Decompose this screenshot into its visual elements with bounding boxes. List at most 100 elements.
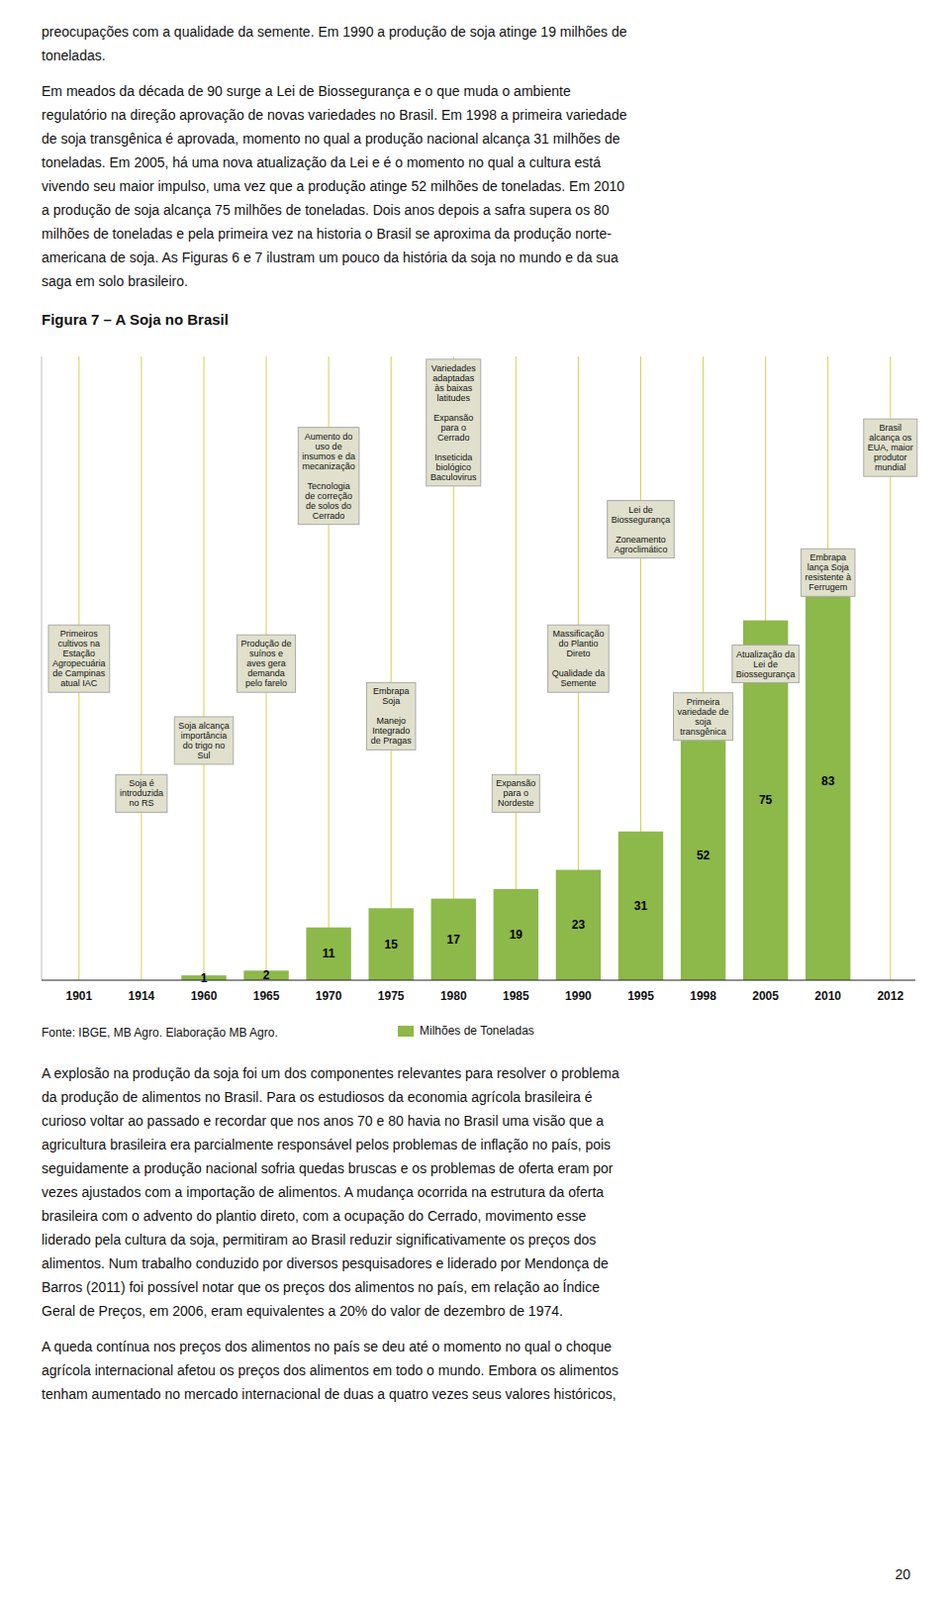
annotation-line: aves gera bbox=[246, 658, 286, 668]
x-tick-label: 2010 bbox=[814, 988, 842, 1003]
bar bbox=[556, 869, 601, 980]
grid bbox=[79, 356, 891, 980]
paragraph: A queda contínua nos preços dos alimento… bbox=[41, 1333, 923, 1406]
text-line: brasileira com o advento do plantio dire… bbox=[41, 1203, 923, 1228]
annotation-line: no RS bbox=[128, 797, 154, 808]
annotation-text: Variedadesadaptadasàs baixaslatitudesExp… bbox=[430, 363, 477, 482]
annotation-text: Lei deBiossegurançaZoneamentoAgroclimáti… bbox=[611, 504, 671, 555]
annotation-line: Lei de bbox=[753, 659, 778, 669]
annotation-text: Expansãopara oNordeste bbox=[495, 777, 536, 808]
data-label: 19 bbox=[509, 927, 524, 942]
legend-swatch bbox=[397, 1025, 414, 1037]
bar bbox=[431, 898, 476, 980]
x-tick-label: 2012 bbox=[876, 988, 904, 1003]
text-line: liderado pela cultura da soja, permitira… bbox=[41, 1227, 923, 1251]
data-label: 1 bbox=[200, 970, 208, 985]
paragraph: preocupações com a qualidade da semente.… bbox=[41, 19, 923, 68]
x-tick-label: 1975 bbox=[378, 988, 405, 1003]
text-line: Barros (2011) foi possível notar que os … bbox=[41, 1274, 923, 1299]
annotation-line: Biossegurança bbox=[611, 514, 671, 525]
annotation-line: Cerrado bbox=[437, 432, 471, 443]
annotation-box bbox=[732, 645, 800, 683]
annotation-line: Produção de bbox=[241, 638, 292, 649]
annotation-line: de correção bbox=[304, 490, 353, 501]
annotation-line: Manejo bbox=[376, 715, 406, 726]
annotation-box bbox=[48, 624, 110, 692]
annotation-line: Atualização da bbox=[736, 649, 795, 660]
chart-title: Figura 7 – A Soja no Brasil bbox=[41, 310, 229, 328]
annotation-text: Aumento douso deinsumos e damecanizaçãoT… bbox=[301, 431, 356, 521]
annotation-line: demanda bbox=[247, 667, 285, 678]
annotation-line: Soja bbox=[381, 695, 400, 706]
annotation: Aumento douso deinsumos e damecanizaçãoT… bbox=[297, 427, 360, 525]
x-tick-label: 1965 bbox=[253, 988, 281, 1003]
annotation-line: EUA, maior bbox=[867, 442, 914, 453]
annotation-line: de solos do bbox=[305, 500, 352, 511]
bar bbox=[305, 927, 351, 980]
source-text: Fonte: IBGE, MB Agro. Elaboração MB Agro… bbox=[41, 1025, 279, 1040]
annotation-text: Atualização daLei deBiossegurança bbox=[736, 649, 796, 679]
text-line: toneladas. bbox=[41, 43, 923, 68]
annotation-line: adaptadas bbox=[432, 373, 475, 383]
text-line: curioso voltar ao passado e recordar que… bbox=[41, 1108, 923, 1133]
annotation-line: Expansão bbox=[495, 777, 536, 788]
annotation-line: lança Soja bbox=[807, 562, 850, 572]
text-line: da produção de alimentos no Brasil. Para… bbox=[41, 1084, 923, 1109]
annotation-text: Brasilalcança osEUA, maiorprodutormundia… bbox=[867, 422, 914, 473]
x-tick-label: 1960 bbox=[190, 988, 218, 1003]
x-tick-label: 1998 bbox=[689, 988, 717, 1003]
annotation-box bbox=[426, 359, 481, 486]
text-line: a produção de soja alcança 75 milhões de… bbox=[41, 197, 923, 222]
annotation-text: Primeiravariedade desojatransgênica bbox=[677, 696, 730, 737]
annotation-line: do Plantio bbox=[558, 638, 598, 649]
annotation-line: Qualidade da bbox=[552, 667, 606, 678]
text-line: Em meados da década de 90 surge a Lei de… bbox=[41, 79, 923, 103]
data-label: 52 bbox=[696, 848, 711, 862]
x-tick-label: 1901 bbox=[65, 988, 93, 1003]
annotation-line: atual IAC bbox=[60, 677, 98, 688]
data-label: 11 bbox=[322, 946, 336, 960]
legend: Milhões de Toneladas bbox=[397, 1023, 535, 1038]
annotation-text: Soja éintroduzidano RS bbox=[119, 777, 164, 808]
annotation-text: Massificaçãodo PlantioDiretoQualidade da… bbox=[552, 628, 606, 688]
annotation-line: cultivos na bbox=[58, 638, 101, 649]
bar bbox=[493, 888, 539, 980]
text-line: americana de soja. As Figuras 6 e 7 ilus… bbox=[41, 245, 923, 270]
annotation-box bbox=[673, 692, 734, 741]
annotation-line: Aumento do bbox=[304, 431, 354, 442]
annotation: Expansãopara oNordeste bbox=[491, 773, 540, 812]
x-tick-label: 2005 bbox=[752, 988, 779, 1003]
annotation-box bbox=[863, 418, 918, 476]
annotation: Atualização daLei deBiossegurança bbox=[732, 645, 800, 683]
annotation: Primeiroscultivos naEstaçãoAgropecuáriad… bbox=[48, 624, 110, 692]
annotation-line: Baculovirus bbox=[430, 472, 477, 482]
grid-line bbox=[515, 356, 517, 980]
grid-line bbox=[202, 356, 204, 980]
annotation-text: EmbrapaSojaManejoIntegradode Pragas bbox=[371, 685, 413, 746]
annotation-box bbox=[366, 681, 416, 750]
grid-line bbox=[140, 356, 142, 980]
text-line: agricultura brasileira era parcialmente … bbox=[41, 1132, 923, 1156]
annotation-line: pelo farelo bbox=[245, 677, 287, 688]
annotation-line: Agropecuária bbox=[52, 658, 106, 668]
annotation-line: Expansão bbox=[433, 412, 474, 423]
annotation-box bbox=[607, 500, 675, 559]
text-after: A explosão na produção da soja foi um do… bbox=[41, 1060, 923, 1418]
data-labels: 12111517192331527583 bbox=[200, 773, 836, 985]
y-axis-line bbox=[41, 356, 43, 980]
annotation-text: Soja alcançaimportânciado trigo noSul bbox=[178, 720, 230, 760]
x-tick-label: 1995 bbox=[627, 988, 655, 1003]
x-tick-label: 1990 bbox=[565, 988, 592, 1003]
data-label: 17 bbox=[447, 932, 462, 947]
annotation-line: de Pragas bbox=[371, 735, 413, 746]
data-label: 75 bbox=[759, 792, 773, 807]
data-label: 15 bbox=[384, 937, 399, 951]
text-line: milhões de toneladas e pela primeira vez… bbox=[41, 221, 923, 246]
annotation: Massificaçãodo PlantioDiretoQualidade da… bbox=[548, 624, 610, 692]
x-axis-line bbox=[41, 979, 916, 981]
text-line: seguidamente a produção nacional sofria … bbox=[41, 1155, 923, 1180]
annotation: Lei deBiossegurançaZoneamentoAgroclimáti… bbox=[607, 500, 675, 559]
annotation-line: introduzida bbox=[119, 787, 164, 798]
annotation-line: para o bbox=[441, 422, 468, 433]
legend-label: Milhões de Toneladas bbox=[419, 1023, 535, 1038]
